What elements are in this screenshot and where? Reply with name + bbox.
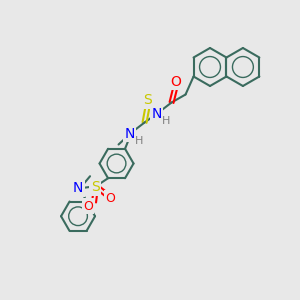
Text: N: N <box>73 181 83 195</box>
Text: H: H <box>162 116 171 125</box>
Text: S: S <box>143 94 152 107</box>
Text: N: N <box>152 106 162 121</box>
Text: O: O <box>83 200 93 213</box>
Text: N: N <box>124 127 135 140</box>
Text: O: O <box>105 192 115 205</box>
Text: O: O <box>170 74 181 88</box>
Text: H: H <box>135 136 144 146</box>
Text: S: S <box>91 180 99 194</box>
